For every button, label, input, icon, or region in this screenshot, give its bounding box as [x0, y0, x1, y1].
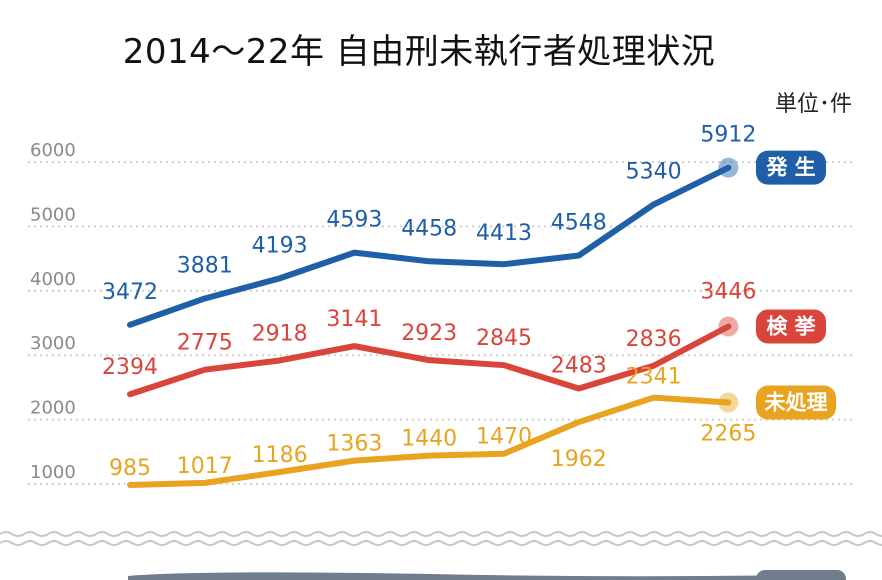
y-tick-label: 2000 — [30, 398, 76, 419]
data-label: 4458 — [401, 216, 457, 241]
chart-title: 2014～22年 自由刑未執行者処理状況 — [122, 32, 716, 72]
data-label: 5340 — [626, 160, 682, 185]
y-tick-label: 3000 — [30, 333, 76, 354]
data-label: 2265 — [700, 422, 756, 447]
data-label: 4548 — [551, 211, 607, 236]
data-label: 4193 — [252, 233, 308, 258]
data-label: 985 — [109, 456, 151, 481]
data-label: 2483 — [551, 353, 607, 378]
legend-badge — [756, 309, 826, 344]
series-end-marker — [718, 316, 739, 337]
data-label: 5912 — [700, 123, 756, 148]
unit-label: 単位･件 — [774, 92, 852, 117]
data-label: 3472 — [102, 280, 158, 305]
data-label: 2918 — [252, 321, 308, 346]
legend-badge — [756, 385, 836, 420]
axis-break-line — [0, 540, 882, 546]
legend-label: 検 挙 — [766, 314, 816, 338]
data-label: 2923 — [401, 321, 457, 346]
legend-label: 未処理 — [765, 391, 828, 415]
data-label: 2394 — [102, 355, 158, 380]
data-label: 1363 — [326, 432, 382, 457]
data-label: 2836 — [626, 327, 682, 352]
data-label: 1440 — [401, 427, 457, 452]
y-tick-label: 1000 — [30, 462, 76, 483]
data-label: 4593 — [326, 208, 382, 233]
data-label: 3446 — [700, 279, 756, 304]
series-end-marker — [718, 392, 739, 413]
axis-break-line — [0, 531, 882, 537]
cropped-shape — [128, 572, 800, 580]
y-tick-label: 6000 — [30, 140, 76, 161]
y-tick-label: 4000 — [30, 269, 76, 290]
data-label: 1470 — [476, 425, 532, 450]
cropped-shape — [756, 570, 846, 580]
data-label: 4413 — [476, 221, 532, 246]
data-label: 3881 — [177, 253, 233, 278]
series-end-marker — [718, 157, 739, 178]
data-label: 1962 — [551, 447, 607, 472]
data-label: 1186 — [252, 443, 308, 468]
data-label: 2845 — [476, 326, 532, 351]
series-line — [127, 394, 732, 488]
legend-badge — [756, 150, 826, 185]
series-line — [127, 323, 732, 398]
data-label: 2775 — [177, 331, 233, 356]
data-label: 2341 — [626, 365, 682, 390]
data-label: 3141 — [326, 307, 382, 332]
legend-label: 発 生 — [765, 156, 815, 180]
series-line — [127, 164, 732, 328]
y-tick-label: 5000 — [30, 204, 76, 225]
data-label: 1017 — [177, 454, 233, 479]
